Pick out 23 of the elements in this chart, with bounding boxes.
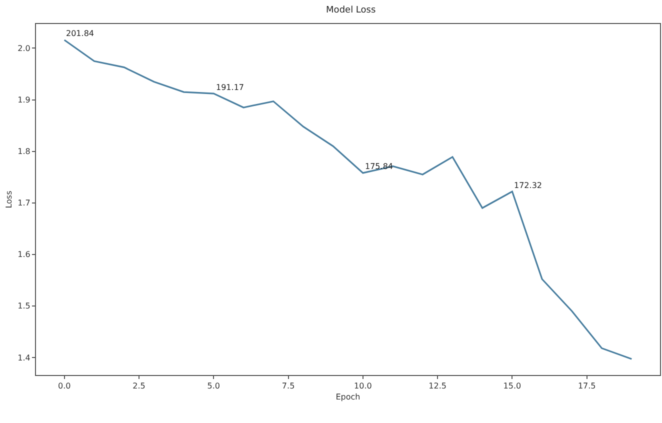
x-axis-title: Epoch [336, 392, 360, 402]
x-tick-label: 2.5 [132, 382, 146, 391]
annotation: 201.84 [66, 29, 94, 38]
chart-title: Model Loss [326, 6, 376, 16]
x-tick-label: 0.0 [58, 382, 71, 391]
y-tick-label: 1.4 [18, 353, 30, 362]
y-tick-label: 2.0 [18, 44, 30, 54]
y-tick-label: 1.8 [18, 147, 30, 156]
x-tick-label: 5.0 [207, 382, 220, 391]
annotation: 172.32 [514, 181, 542, 190]
y-tick-label: 1.7 [18, 198, 30, 208]
x-tick-label: 17.5 [578, 382, 596, 391]
x-tick-label: 10.0 [354, 382, 372, 391]
x-tick-label: 7.5 [282, 382, 295, 391]
x-tick-label: 15.0 [503, 382, 522, 391]
y-tick-label: 1.6 [18, 250, 30, 260]
annotation: 191.17 [216, 83, 244, 92]
y-axis-title: Loss [4, 190, 14, 208]
x-tick-label: 12.5 [428, 382, 446, 391]
line-series [64, 39, 632, 360]
annotation: 175.84 [365, 162, 393, 171]
y-tick-label: 1.9 [18, 96, 30, 105]
y-tick-label: 1.5 [18, 302, 30, 311]
